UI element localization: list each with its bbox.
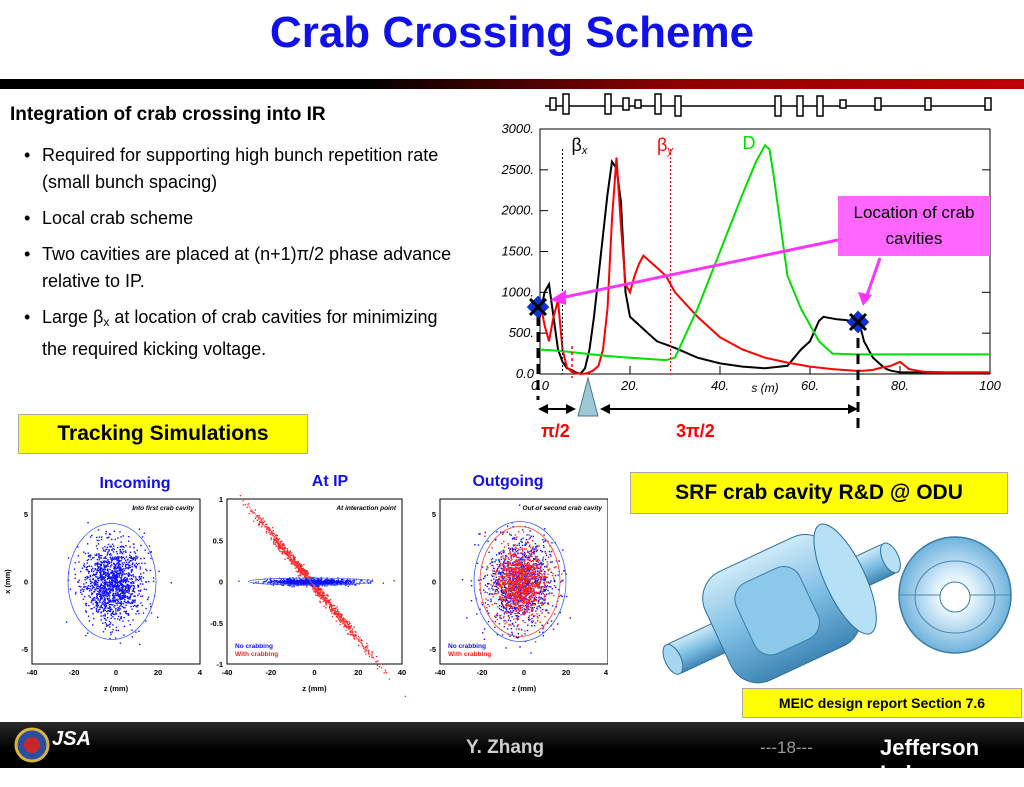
bullet-item: Large βx at location of crab cavities fo… (20, 304, 460, 363)
y-tick-label: 1000. (501, 284, 534, 299)
x-tick-label: -40 (27, 668, 38, 677)
panel-title-at-ip: At IP (265, 473, 395, 491)
jefferson-lab-logo: Jefferson Lab (880, 735, 1024, 787)
legend-with-crabbing: With crabbing (235, 651, 278, 658)
x-tick-label: 0 (114, 668, 118, 677)
x-tick-label: 4 (198, 668, 203, 677)
y-tick-label: 1 (219, 495, 223, 504)
y-axis-label: x (mm) (3, 569, 12, 594)
x-tick-label: -20 (69, 668, 80, 677)
phase-label-pi-half: π/2 (541, 421, 570, 442)
y-tick-label: 0.5 (213, 536, 223, 545)
cavity-end-view-icon (899, 537, 1011, 653)
legend-no-crabbing: No crabbing (235, 643, 273, 650)
x-tick-label: 20 (354, 668, 362, 677)
y-tick-label: 2000. (500, 203, 534, 218)
x-tick-label: 100 (979, 378, 1001, 393)
panel-inner-title: At interaction point (335, 505, 396, 512)
x-axis-label: z (mm) (104, 684, 129, 693)
x-tick-label: 0.0 (531, 378, 550, 393)
x-tick-label: 20 (562, 668, 570, 677)
y-tick-label: 2500. (500, 162, 534, 177)
y-tick-label: -5 (429, 645, 436, 654)
x-tick-label: 40 (604, 668, 608, 677)
bullet-text-part: Large β (42, 307, 103, 327)
page-number: ---18--- (760, 738, 813, 758)
x-tick-label: 40. (711, 378, 729, 393)
x-tick-label: -20 (265, 668, 276, 677)
x-tick-label: -20 (477, 668, 488, 677)
title-divider-bar (0, 79, 1024, 89)
location-callout-box: Location of crab cavities (838, 196, 990, 256)
scatter-panel-at-ip: At interaction point -40 -20 0 20 40 z (mm) 1 0.… (205, 493, 410, 698)
x-tick-label: 80. (891, 378, 909, 393)
y-tick-label: 500. (509, 325, 534, 340)
y-tick-label: 0 (432, 578, 436, 587)
panel-inner-title: Out of second crab cavity (523, 505, 603, 512)
lab-seal-logo-icon (14, 727, 50, 763)
y-tick-label: 1500. (501, 244, 534, 259)
legend-with-crabbing: With crabbing (448, 651, 491, 658)
panel-inner-title: Into first crab cavity (132, 505, 194, 512)
x-tick-label: 20. (620, 378, 639, 393)
y-tick-label: 3000. (501, 121, 534, 136)
bullet-list: Required for supporting high bunch repet… (20, 142, 460, 372)
section-subtitle: Integration of crab crossing into IR (10, 104, 326, 126)
y-tick-label: -5 (21, 645, 28, 654)
tracking-simulations-label: Tracking Simulations (18, 414, 308, 454)
bullet-item: Required for supporting high bunch repet… (20, 142, 460, 196)
x-tick-label: 0 (522, 668, 526, 677)
x-axis-label: z (mm) (512, 684, 537, 693)
x-tick-label: 60. (801, 378, 819, 393)
y-tick-label: 0 (219, 578, 223, 587)
y-tick-label: 0 (24, 578, 28, 587)
crab-cavity-render-icon (640, 515, 1020, 685)
y-tick-label: 5 (24, 510, 28, 519)
jsa-logo: JSA (52, 728, 91, 751)
footer-author: Y. Zhang (466, 737, 544, 759)
y-tick-label: -0.5 (210, 619, 223, 628)
meic-design-report-label: MEIC design report Section 7.6 (742, 688, 1022, 718)
series-label: D (743, 133, 756, 153)
y-tick-label: 5 (432, 510, 436, 519)
x-tick-label: 0 (312, 668, 316, 677)
phase-label-three-pi-half: 3π/2 (676, 421, 715, 442)
panel-title-incoming: Incoming (70, 475, 200, 493)
x-axis-label: z (mm) (302, 684, 327, 693)
scatter-panel-outgoing: Out of second crab cavity -40 -20 0 20 40 z (m… (408, 493, 608, 698)
beamline-lattice-diagram (545, 94, 991, 116)
slide-title: Crab Crossing Scheme (0, 8, 1024, 58)
panel-title-outgoing: Outgoing (443, 473, 573, 491)
scatter-panel-incoming: Into first crab cavity -40 -20 0 20 4 z (mm) 5 0… (0, 493, 215, 698)
x-tick-label: 20 (154, 668, 162, 677)
legend-no-crabbing: No crabbing (448, 643, 486, 650)
bullet-item: Local crab scheme (20, 205, 460, 232)
bullet-item: Two cavities are placed at (n+1)π/2 phas… (20, 241, 460, 295)
srf-crab-cavity-label: SRF crab cavity R&D @ ODU (630, 472, 1008, 514)
y-tick-label: -1 (216, 660, 223, 669)
x-tick-label: 40 (398, 668, 406, 677)
x-axis-label: s (m) (751, 381, 778, 395)
x-tick-label: -40 (435, 668, 446, 677)
x-tick-label: -40 (222, 668, 233, 677)
